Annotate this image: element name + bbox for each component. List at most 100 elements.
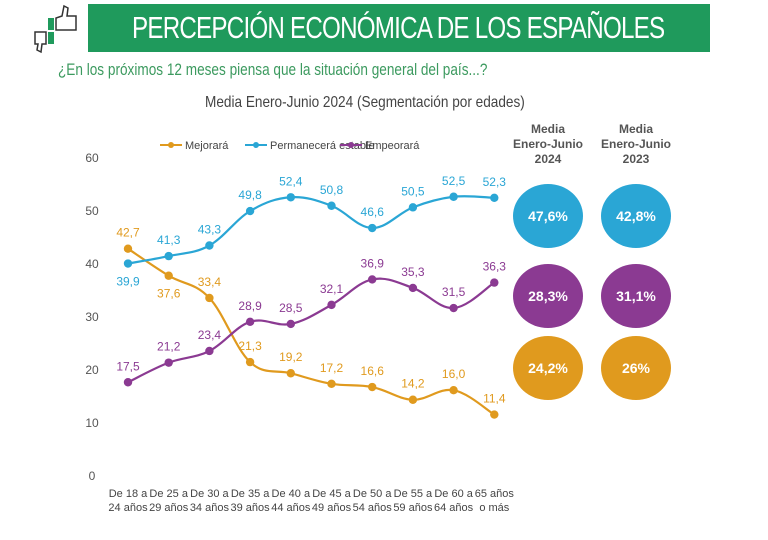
data-point [123,259,133,268]
data-point [123,378,133,387]
empeorara-2024-bubble: 28,3% [513,264,583,328]
series-line-1 [127,195,495,265]
y-tick-label: 0 [89,469,96,483]
data-label: 17,5 [116,359,140,373]
data-point [449,192,458,201]
data-point [368,382,377,392]
data-label: 41,3 [157,233,181,247]
data-label: 35,3 [401,265,425,279]
data-label: 28,9 [238,299,262,313]
data-label: 23,4 [198,328,222,342]
data-label: 28,5 [279,301,303,315]
y-tick-label: 20 [85,363,99,377]
estable-2023-bubble: 42,8% [601,184,671,248]
data-point [245,317,255,327]
legend-marker [168,142,174,148]
data-label: 37,6 [157,287,181,301]
column-header-line: Media [530,122,565,136]
data-point [205,293,214,303]
series-line-2 [127,277,495,384]
data-label: 32,1 [320,282,344,296]
data-label: 17,2 [320,361,344,375]
data-point [327,201,336,210]
y-tick-label: 10 [85,416,99,430]
data-label: 39,9 [116,275,140,289]
x-tick-label: De 25 a [149,488,188,500]
thumbs-up-down-icon [34,4,77,54]
data-label: 50,8 [320,183,344,197]
data-point [490,278,499,287]
data-point [408,203,418,212]
x-tick-label: De 35 a [231,488,270,500]
data-point [408,395,418,404]
x-tick-label: De 50 a [353,488,392,500]
data-label: 50,5 [401,184,425,198]
data-point [123,244,133,253]
legend-marker [348,142,354,148]
x-tick-label: 65 años [475,488,515,500]
x-tick-label: 59 años [393,502,433,514]
series-line-0 [127,247,495,416]
data-label: 16,6 [361,364,385,378]
data-label: 52,4 [279,174,303,188]
data-label: 33,4 [198,275,222,289]
data-point [449,386,458,395]
x-tick-label: 44 años [271,502,311,514]
data-label: 42,7 [116,226,140,240]
data-point [327,379,336,389]
legend-label: Mejorará [185,140,229,152]
y-tick-label: 30 [85,310,99,324]
y-tick-label: 40 [85,257,99,271]
column-header-line: Enero-Junio [600,137,671,151]
data-label: 43,3 [198,223,222,237]
x-tick-label: 49 años [312,502,352,514]
data-label: 19,2 [279,350,303,364]
x-tick-label: De 60 a [434,488,473,500]
data-point [368,223,377,233]
page-title-banner: PERCEPCIÓN ECONÓMICA DE LOS ESPAÑOLES [88,4,710,52]
data-point [245,357,255,367]
column-header-2023: Media Enero-Junio 2023 [596,122,676,167]
survey-question: ¿En los próximos 12 meses piensa que la … [58,60,488,79]
legend-label: Permanecerá estable [270,140,375,152]
page-title: PERCEPCIÓN ECONÓMICA DE LOS ESPAÑOLES [132,10,665,45]
x-tick-label: De 30 a [190,488,229,500]
data-label: 21,2 [157,340,181,354]
y-tick-label: 50 [85,204,99,218]
estable-2024-bubble: 47,6% [513,184,583,248]
column-header-line: 2024 [534,152,562,166]
column-header-line: 2023 [622,152,650,166]
mejorara-2023-bubble: 26% [601,336,671,400]
empeorara-2023-bubble: 31,1% [601,264,671,328]
x-tick-label: 29 años [149,502,189,514]
x-tick-label: 39 años [231,502,271,514]
data-point [408,283,418,293]
data-label: 11,4 [483,392,506,406]
data-point [164,271,173,280]
data-point [368,275,377,284]
chart-title: Media Enero-Junio 2024 (Segmentación por… [205,94,525,111]
legend-label: Empeorará [365,140,420,152]
data-point [286,193,295,202]
data-point [490,410,499,419]
data-point [205,346,214,356]
x-tick-label: De 18 a [109,488,148,500]
data-label: 16,0 [442,367,466,381]
data-label: 46,6 [361,205,385,219]
data-point [205,241,214,250]
x-tick-label: De 45 a [312,488,351,500]
x-tick-label: 64 años [434,502,474,514]
mejorara-2024-bubble: 24,2% [513,336,583,400]
data-label: 36,3 [483,260,507,274]
data-point [286,319,295,329]
data-point [286,369,295,378]
data-label: 49,8 [238,188,262,202]
x-tick-label: De 55 a [394,488,433,500]
data-point [164,251,173,261]
x-tick-label: De 40 a [272,488,311,500]
data-point [449,303,458,313]
data-point [245,206,255,216]
x-tick-label: 54 años [353,502,393,514]
